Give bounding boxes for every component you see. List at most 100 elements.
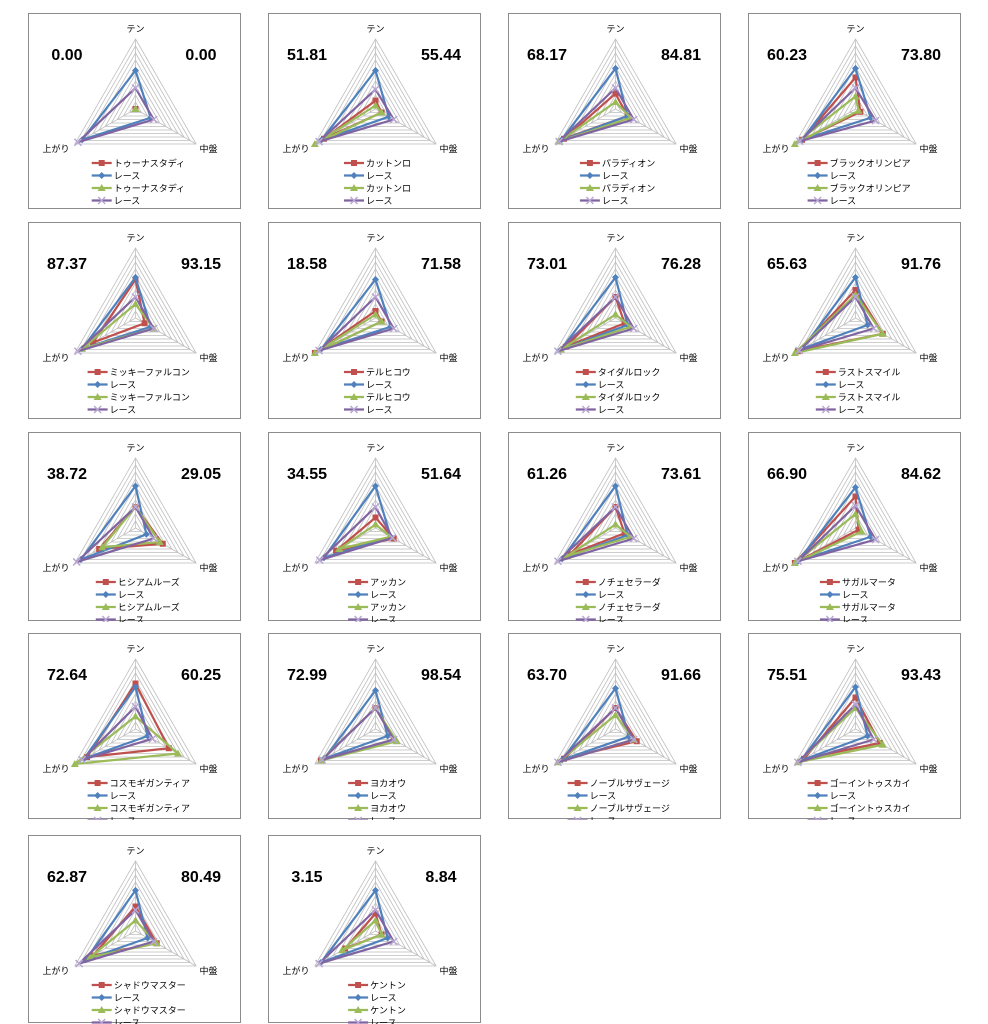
- data-point: [335, 545, 344, 552]
- data-point: [878, 329, 887, 337]
- legend-item: ケントン: [348, 1006, 406, 1017]
- legend-label: ノーブルサヴェージ: [590, 778, 670, 790]
- data-point: [851, 501, 860, 510]
- grid-ring: [314, 38, 437, 145]
- data-point: [790, 349, 799, 356]
- left-score: 38.72: [47, 466, 87, 483]
- legend-item: ヒシアムルーズ: [95, 602, 180, 614]
- legend-item: レース: [87, 792, 137, 802]
- legend-marker: [93, 804, 102, 811]
- legend-label: ノチェセラーダ: [598, 602, 661, 614]
- data-point: [388, 533, 397, 542]
- series-line: [556, 706, 635, 764]
- legend-label: レース: [370, 1019, 397, 1024]
- series-line: [793, 95, 860, 146]
- legend-marker: [581, 405, 590, 414]
- legend-item: レース: [348, 1018, 397, 1024]
- legend-marker: [822, 381, 830, 388]
- legend-label: レース: [114, 197, 141, 207]
- legend-marker: [354, 615, 363, 622]
- legend-label: レース: [366, 406, 393, 416]
- right-score: 93.15: [181, 256, 221, 273]
- data-point: [75, 959, 84, 968]
- axis-label: 中盤: [680, 143, 698, 155]
- series-line: [798, 295, 875, 352]
- legend-item: テルヒコウ: [344, 368, 411, 379]
- left-score: 73.01: [527, 256, 567, 273]
- legend-label: レース: [110, 792, 137, 802]
- legend-item: トゥーナスタディ: [91, 158, 185, 170]
- legend-item: レース: [579, 172, 629, 182]
- legend-marker: [354, 804, 363, 811]
- series-line: [558, 86, 635, 143]
- grid-ring: [794, 457, 917, 564]
- data-point: [131, 105, 140, 112]
- data-point: [338, 946, 347, 954]
- series-line: [313, 313, 383, 355]
- data-point: [310, 140, 319, 147]
- series-line: [73, 715, 180, 766]
- data-point: [315, 556, 324, 565]
- legend-marker: [349, 196, 359, 205]
- data-point: [876, 740, 883, 746]
- series-line: [322, 484, 392, 559]
- data-point: [315, 137, 324, 146]
- legend-marker: [574, 780, 581, 786]
- series-horse-b: [310, 101, 386, 147]
- axis-label: テン: [606, 233, 624, 244]
- data-point: [142, 530, 150, 538]
- legend-label: カットンロ: [366, 159, 411, 170]
- left-score: 62.87: [47, 869, 87, 886]
- left-score: 72.99: [287, 667, 327, 684]
- left-score: 51.81: [287, 47, 327, 64]
- series-line: [796, 486, 872, 563]
- data-point: [310, 349, 319, 356]
- data-point: [852, 273, 859, 281]
- legend-item: ブラックオリンピア: [807, 158, 911, 170]
- series-race-b: [315, 502, 397, 565]
- grid-ring: [128, 101, 143, 113]
- legend-label: パラディオン: [602, 183, 655, 195]
- grid-ring: [584, 73, 647, 127]
- legend-marker: [825, 615, 834, 622]
- legend-item: レース: [567, 816, 617, 820]
- radar-chart-panel: テン 中盤 上がり 68.17 84.81 パラディオン レース パラディオン レース: [508, 13, 721, 209]
- legend-marker: [582, 579, 589, 585]
- data-point: [389, 324, 398, 333]
- data-point: [387, 323, 395, 331]
- legend-label: ヒシアムルーズ: [118, 577, 180, 589]
- legend-marker: [813, 184, 822, 191]
- series-horse-b: [563, 520, 635, 559]
- legend: コスモギガンティアレースコスモギガンティアレース: [87, 779, 190, 820]
- legend-label: レース: [590, 817, 617, 820]
- legend-label: レース: [602, 172, 629, 182]
- axis-spoke: [375, 317, 437, 354]
- legend-label: ブラックオリンピア: [830, 183, 911, 195]
- axis-spoke: [855, 108, 917, 145]
- series-line: [318, 908, 395, 965]
- data-point: [851, 83, 860, 93]
- data-point: [371, 85, 380, 94]
- legend-marker: [813, 804, 822, 811]
- axis-label: 中盤: [200, 562, 218, 574]
- data-point: [553, 758, 562, 767]
- legend-item: レース: [91, 1018, 140, 1024]
- radar-chart-panel: テン 中盤 上がり 65.63 91.76 ラストスマイル レース ラストスマイル レース: [748, 222, 961, 419]
- legend-marker: [354, 1018, 363, 1024]
- legend-item: ヨカオウ: [348, 804, 406, 815]
- legend-marker: [98, 160, 105, 166]
- data-point: [132, 886, 139, 894]
- axis-label: テン: [366, 233, 384, 244]
- legend-item: ブラックオリンピア: [807, 183, 911, 195]
- data-point: [152, 939, 161, 947]
- left-score: 18.58: [287, 256, 327, 273]
- left-score: 68.17: [527, 47, 567, 64]
- legend-label: アッカン: [370, 578, 406, 589]
- radar-chart-panel: テン 中盤 上がり 51.81 55.44 カットンロ レース カットンロ レース: [268, 13, 481, 209]
